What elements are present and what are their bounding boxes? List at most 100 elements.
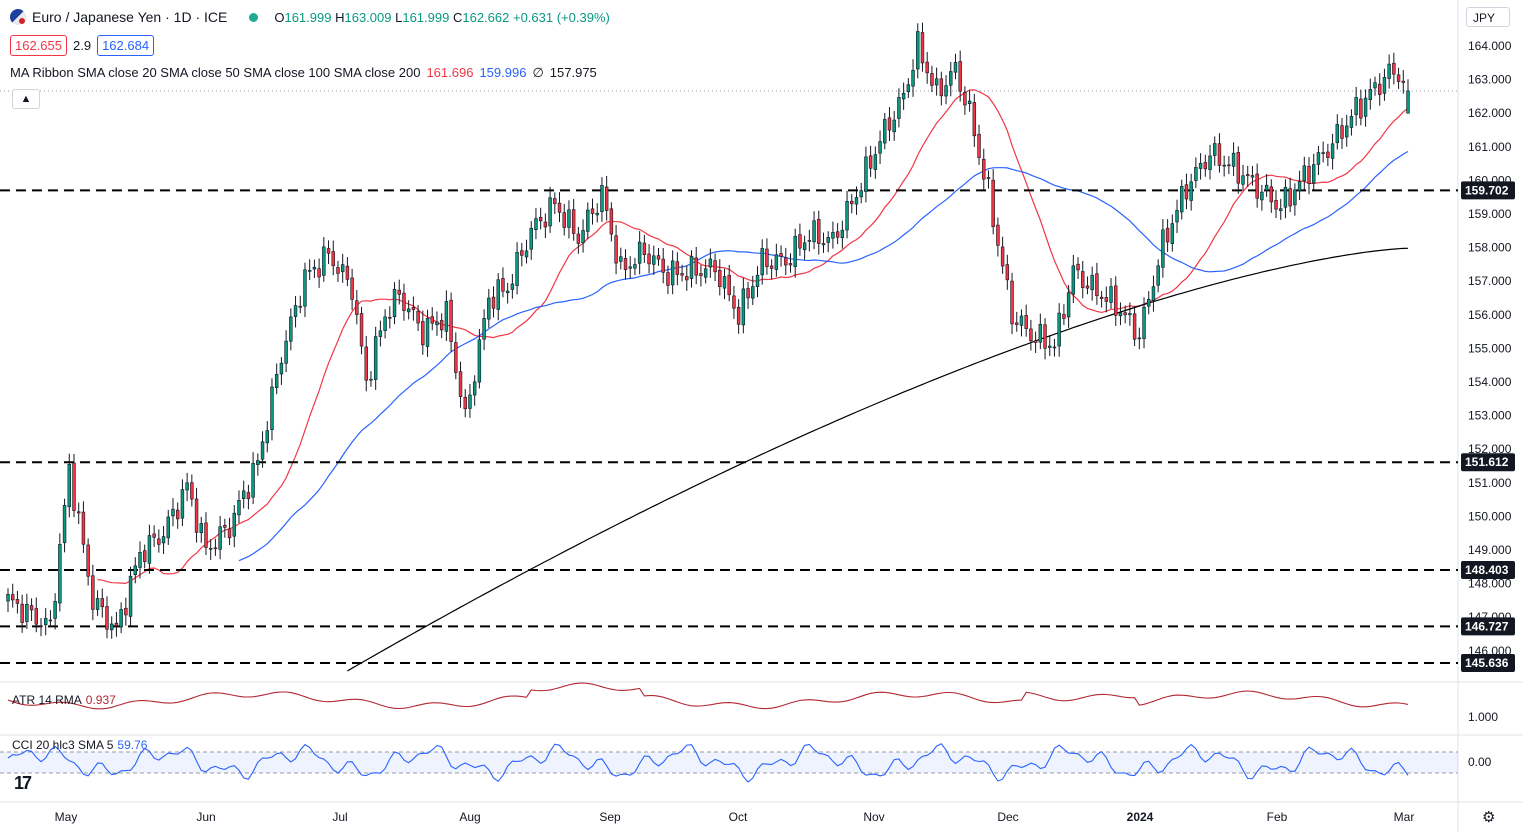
candle-body [727,274,731,296]
candle-body [298,305,302,308]
candle-body [91,575,95,610]
candle-body [538,216,543,222]
candle-body [1255,173,1259,199]
candle-body [595,212,599,216]
candle-body [284,340,288,364]
candle-body [1000,246,1005,267]
candle-body [1081,271,1085,288]
x-tick-label: Dec [997,810,1018,824]
candle-body [986,177,991,179]
candle-body [1104,297,1109,302]
candle-body [58,544,62,604]
cci-legend[interactable]: CCI 20 hlc3 SMA 5 59.76 [12,738,148,752]
candle-body [864,156,868,192]
candle-body [873,154,878,170]
candle-body [232,512,236,537]
candle-body [114,622,119,627]
candle-body [604,186,609,211]
candle-body [652,255,656,265]
candle-body [963,92,967,106]
candle-body [39,625,43,627]
level-price-label: 146.727 [1465,619,1509,633]
y-tick-label: 151.000 [1468,476,1512,490]
candle-body [548,197,552,227]
candle-body [1165,227,1170,243]
candle-body [732,295,736,309]
candle-body [1010,280,1014,325]
candle-body [1293,189,1297,206]
candle-body [868,155,873,169]
candle-body [1359,98,1363,119]
atr-legend[interactable]: ATR 14 RMA 0.937 [12,693,116,707]
candle-body [1382,77,1387,94]
candle-body [524,250,529,258]
symbol-title[interactable]: Euro / Japanese Yen · 1D · ICE [32,9,228,25]
candle-body [600,185,604,212]
candle-body [562,212,566,228]
candle-body [416,310,420,324]
candle-body [397,289,401,295]
cci-band [0,752,1458,773]
candle-body [383,316,387,331]
candle-body [1203,162,1208,170]
currency-selector[interactable]: JPY [1466,7,1510,27]
atr-tick-label: 1.000 [1468,710,1498,724]
candle-body [590,208,595,214]
candle-body [435,321,439,326]
y-tick-label: 161.000 [1468,140,1512,154]
candle-body [1038,323,1043,343]
candle-body [274,374,279,388]
candle-body [161,536,166,544]
candle-body [571,209,576,234]
candle-body [576,233,581,244]
candle-body [369,378,373,381]
ma-ribbon-legend[interactable]: MA Ribbon SMA close 20 SMA close 50 SMA … [10,65,597,80]
candle-body [1340,125,1344,139]
candle-body [1057,312,1061,347]
candle-body [878,141,882,154]
candle-body [722,276,727,289]
y-tick-label: 154.000 [1468,375,1512,389]
candle-body [916,31,920,70]
level-price-label: 151.612 [1465,455,1509,469]
candle-body [303,269,307,307]
candle-body [472,381,477,396]
candle-body [949,71,953,86]
candle-body [213,547,218,550]
candle-body [1114,285,1118,316]
candle-body [345,265,350,280]
candle-body [567,209,571,228]
candle-body [1109,286,1113,303]
candle-body [1123,312,1127,316]
candle-body [289,316,293,342]
candle-body [586,209,590,232]
candle-body [15,599,20,604]
candle-body [619,256,623,262]
chevron-up-icon[interactable]: ▲ [12,89,40,109]
candle-body [166,516,170,539]
buy-button[interactable]: 162.684 [97,35,155,56]
candle-body [883,119,887,144]
y-tick-label: 153.000 [1468,409,1512,423]
candle-body [25,603,29,622]
sell-button[interactable]: 162.655 [10,35,67,56]
candle-body [802,242,807,251]
candle-body [1279,208,1283,212]
candle-body [798,234,802,249]
candle-body [1099,296,1104,299]
candle-body [911,69,915,87]
candle-body [765,248,769,268]
candle-body [534,218,538,231]
gear-icon[interactable]: ⚙ [1482,809,1496,826]
candle-body [1198,163,1203,169]
candle-body [53,601,57,619]
x-tick-label: Jul [332,810,347,824]
candle-body [322,246,326,276]
candle-body [199,523,203,534]
change-readout: +0.631 (+0.39%) [512,9,610,25]
candle-body [378,330,383,337]
y-tick-label: 149.000 [1468,543,1512,557]
candle-body [1236,152,1241,184]
candle-body [1373,82,1377,89]
